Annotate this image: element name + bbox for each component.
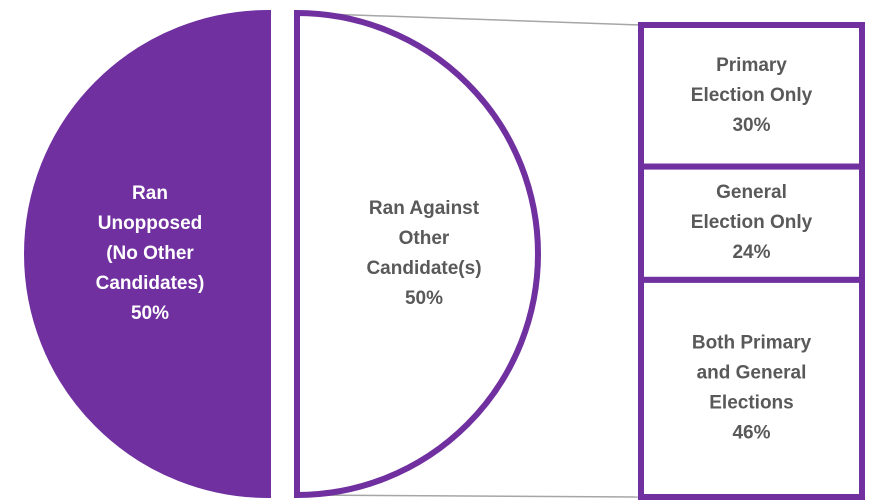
bar-segment-primary-election-only [638,22,865,170]
connector-lines [296,12,642,498]
breakdown-bar [638,22,865,500]
data-label-primary-election-only: Primary Election Only 30% [691,55,813,136]
bar-segment-both-primary-and-general-elections [638,276,865,500]
pie-slice-ran-unopposed-no-other-candidates [24,9,271,499]
pie-slices [24,9,541,499]
pie-slice-ran-against-other-candidate-s [294,9,541,499]
data-label-both-primary-and-general-elections: Both Primary and General Elections 46% [692,332,812,443]
data-label-ran-against-other-candidate-s: Ran Against Other Candidate(s) 50% [366,198,481,309]
bar-segment-general-election-only [638,163,865,283]
data-label-general-election-only: General Election Only 24% [691,182,813,263]
connector-line-top [296,12,642,26]
data-label-ran-unopposed-no-other-candidates: Ran Unopposed (No Other Candidates) 50% [96,183,205,324]
connector-line-bottom [296,494,642,498]
data-labels: Ran Unopposed (No Other Candidates) 50% Ran A… [96,55,813,444]
